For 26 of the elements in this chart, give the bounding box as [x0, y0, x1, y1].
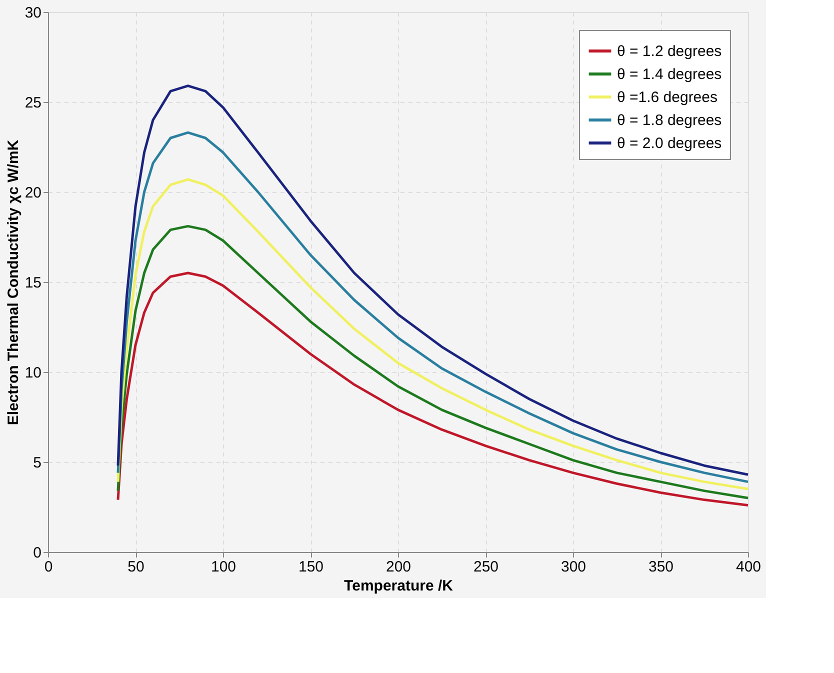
y-tick-label: 25 [24, 94, 42, 112]
x-tick-label: 100 [210, 558, 236, 576]
x-tick-label: 200 [386, 558, 412, 576]
x-tick-label: 350 [648, 558, 674, 576]
legend-label: θ = 1.8 degrees [617, 112, 722, 129]
x-tick-label: 250 [473, 558, 499, 576]
line-series [116, 178, 750, 490]
x-tick-label: 50 [128, 558, 144, 576]
x-axis-title: Temperature /K [344, 578, 454, 594]
y-tick-label: 0 [33, 544, 42, 562]
line-series [116, 272, 750, 506]
y-tick-label: 10 [24, 364, 42, 382]
legend-label: θ = 1.2 degrees [617, 43, 722, 60]
legend-label: θ = 2.0 degrees [617, 135, 722, 152]
line-series [116, 224, 750, 500]
legend-label: θ = 1.4 degrees [617, 66, 722, 83]
x-tick-label: 300 [560, 558, 586, 576]
x-tick-label: 0 [44, 558, 53, 576]
y-axis-title: Electron Thermal Conductivity χc W/mK [4, 140, 22, 426]
y-tick-label: 5 [33, 454, 42, 472]
y-tick-label: 30 [24, 4, 42, 22]
x-tick-label: 400 [736, 558, 762, 576]
y-tick-label: 15 [24, 274, 42, 292]
x-tick-label: 150 [298, 558, 324, 576]
y-tick-label: 20 [24, 184, 42, 202]
legend-label: θ =1.6 degrees [617, 89, 718, 106]
